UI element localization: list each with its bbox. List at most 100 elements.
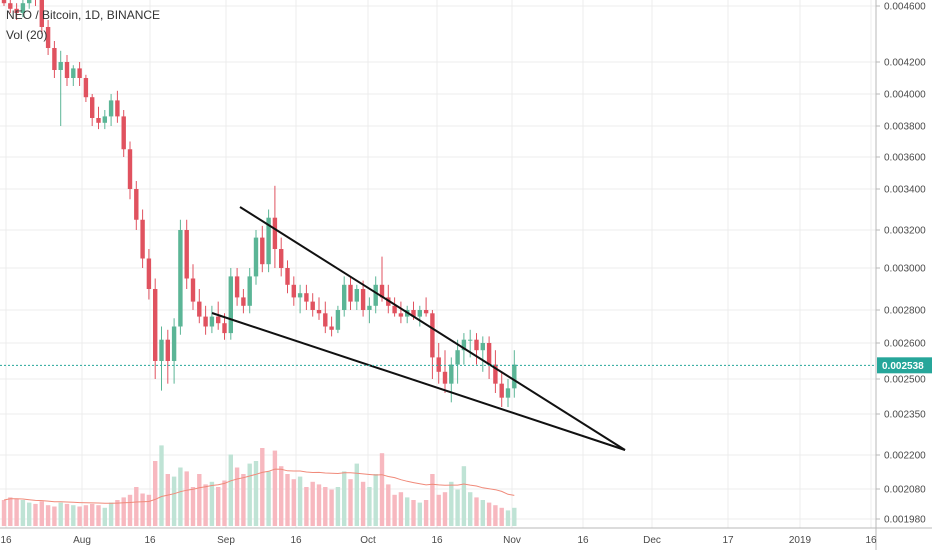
- volume-bar: [392, 494, 397, 526]
- lower-trendline: [211, 312, 626, 451]
- volume-bar: [184, 471, 189, 526]
- candle-body: [493, 364, 498, 384]
- candle-body: [455, 350, 460, 365]
- candle-body: [140, 219, 145, 259]
- volume-bar: [127, 494, 133, 526]
- volume-bar: [398, 492, 404, 526]
- volume-bar: [411, 500, 416, 526]
- x-tick-label: Nov: [503, 535, 521, 546]
- candle-body: [461, 339, 467, 351]
- candle-body: [234, 276, 240, 298]
- volume-bar: [260, 448, 265, 526]
- volume-bar: [386, 484, 391, 526]
- candle-body: [379, 284, 385, 298]
- candle-body: [153, 289, 158, 361]
- candle-body: [392, 305, 397, 314]
- chart-title: NEO / Bitcoin, 1D, BINANCE: [6, 8, 161, 22]
- candle-body: [285, 268, 290, 285]
- volume-bar: [171, 476, 177, 526]
- volume-bar: [405, 497, 410, 526]
- x-tick-label: 2019: [789, 535, 812, 546]
- volume-bar: [379, 453, 385, 526]
- volume-bar: [499, 507, 504, 526]
- x-tick-label: Aug: [73, 535, 91, 546]
- candle-body: [197, 301, 202, 317]
- volume-bar: [505, 510, 511, 526]
- volume-bar: [203, 484, 208, 526]
- upper-trendline: [239, 206, 626, 451]
- volume-bar: [234, 467, 240, 526]
- volume-bar: [209, 481, 215, 526]
- volume-bar: [45, 505, 51, 526]
- volume-bar: [77, 506, 82, 526]
- candle-body: [8, 3, 13, 9]
- y-tick-label: 0.004200: [884, 58, 926, 69]
- candle-body: [505, 388, 511, 398]
- candle-body: [354, 289, 359, 302]
- candle-body: [367, 305, 372, 310]
- volume-bar: [323, 487, 328, 526]
- volume-bar: [342, 471, 347, 526]
- volume-bar: [279, 466, 284, 526]
- volume-bar: [348, 479, 353, 526]
- candle-body: [423, 310, 429, 314]
- candle-body: [14, 8, 19, 13]
- volume-bar: [178, 467, 183, 526]
- candle-body: [39, 0, 44, 28]
- candle-body: [260, 237, 265, 265]
- volume-bar: [159, 445, 164, 526]
- y-tick-label: 0.002500: [884, 375, 926, 386]
- candle-body: [348, 284, 353, 302]
- volume-bar: [153, 461, 158, 526]
- candle-body: [52, 48, 57, 70]
- x-tick-label: 16: [865, 535, 877, 546]
- candle-body: [203, 316, 208, 327]
- y-tick-label: 0.003000: [884, 264, 926, 275]
- volume-bar: [52, 506, 57, 526]
- volume-bar: [134, 487, 139, 526]
- candle-body: [253, 237, 259, 277]
- candle-body: [64, 62, 70, 78]
- volume-bar: [455, 489, 460, 526]
- candle-body: [222, 323, 227, 334]
- volume-bar: [449, 481, 454, 526]
- volume-bar: [480, 500, 485, 526]
- candle-body: [90, 97, 95, 118]
- candle-body: [373, 284, 378, 306]
- x-tick-label: Oct: [360, 535, 376, 546]
- volume-bar: [165, 474, 170, 526]
- candle-body: [178, 230, 183, 327]
- candle-body: [480, 343, 485, 351]
- volume-bar: [14, 498, 19, 526]
- candle-body: [96, 118, 101, 123]
- volume-bar: [20, 500, 26, 526]
- volume-bar: [442, 492, 448, 526]
- volume-bar: [291, 479, 296, 526]
- candle-body: [323, 313, 328, 327]
- candle-body: [512, 364, 517, 389]
- volume-bar: [121, 497, 126, 526]
- x-tick-label: 16: [431, 535, 443, 546]
- candle-body: [474, 339, 479, 351]
- candle-body: [417, 310, 422, 317]
- last-price-label: 0.002538: [882, 361, 924, 372]
- volume-bar: [461, 466, 467, 526]
- candle-body: [209, 316, 215, 327]
- volume-bar: [216, 487, 221, 526]
- y-tick-label: 0.002200: [884, 451, 926, 462]
- y-tick-label: 0.003400: [884, 185, 926, 196]
- candle-body: [121, 116, 126, 150]
- volume-bar: [285, 474, 290, 526]
- volume-bar: [272, 450, 278, 526]
- volume-bar: [367, 487, 372, 526]
- volume-ma-line: [3, 468, 515, 504]
- candle-body: [360, 289, 366, 310]
- candle-body: [115, 100, 120, 117]
- volume-bar: [297, 476, 303, 526]
- volume-bar: [190, 487, 196, 526]
- volume-label: Vol (20): [6, 28, 48, 42]
- candle-body: [291, 284, 296, 298]
